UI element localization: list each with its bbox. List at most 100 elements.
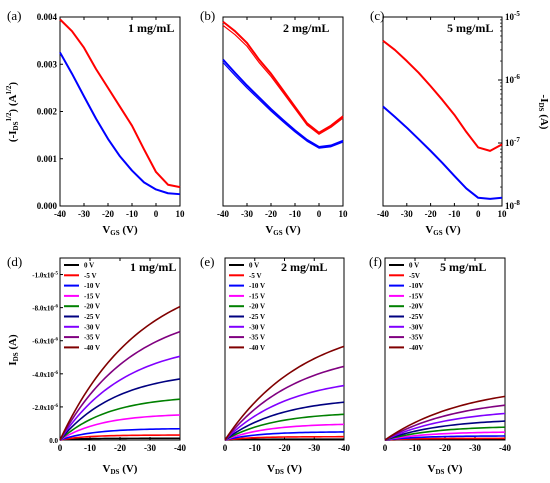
panel-b-series-line-0: [222, 20, 344, 134]
panel-d-legend-label: -25 V: [84, 313, 100, 321]
panel-f-legend-label: -15V: [409, 292, 423, 300]
panel-a-series-line-1: [59, 51, 181, 196]
output-ylabel-main: I: [7, 361, 19, 365]
panel-f-series-line-2: [384, 435, 506, 441]
panel-e-panel-label: (e): [200, 254, 214, 269]
panel-d-ytick-exp: -6: [54, 305, 59, 310]
panel-e-series-line-7: [224, 365, 345, 441]
panel-f-xtick-label: -10: [409, 443, 421, 453]
panel-b-frame: [222, 16, 344, 207]
panel-d-legend-label: -30 V: [84, 323, 100, 331]
panel-c-series-line-1: [382, 105, 503, 200]
panel-d-legend-label: -10 V: [84, 282, 100, 290]
transfer-ylabel-right-units: (A): [538, 111, 550, 129]
panel-f-series-line-3: [384, 431, 506, 441]
panel-f-annotation: 5 mg/mL: [440, 260, 486, 274]
panel-d-xtick-label: -30: [144, 443, 156, 453]
panel-d-ytick-exp: -5: [54, 272, 59, 277]
panel-d-legend-label: -20 V: [84, 303, 100, 311]
transfer-ylabel-left-main: (-I: [7, 130, 19, 142]
panel-c-frame: [382, 16, 503, 207]
panel-d-legend-label: 0 V: [84, 262, 94, 270]
panel-b-xtick-label: -30: [241, 209, 253, 219]
panel-f-xtick-label: -30: [469, 443, 481, 453]
panel-e-xtick-label: 0: [223, 443, 228, 453]
panel-d-ytick-exp: -6: [54, 338, 59, 343]
panel-c-ytick-label: 10-7: [505, 136, 520, 148]
panel-f-series-line-4: [384, 426, 506, 441]
panel-f-series-line-6: [384, 412, 506, 441]
panel-d-panel-label: (d): [7, 254, 22, 269]
panel-e-legend-label: -20 V: [249, 303, 265, 311]
panel-e-series-line-2: [224, 431, 345, 441]
panel-c-ytick-exp: -8: [514, 199, 520, 207]
panel-a-xlabel-units: (V): [120, 224, 138, 236]
panel-d-series-line-4: [59, 398, 181, 441]
panel-f-legend-label: -25V: [409, 313, 423, 321]
panel-e-legend-label: -25 V: [249, 313, 265, 321]
panel-d-xlabel-sub: DS: [110, 468, 119, 476]
panel-f-legend-label: -5V: [409, 272, 420, 280]
panel-a-ytick-label: 0.002: [37, 107, 58, 117]
panel-d-series-line-5: [59, 378, 181, 441]
panel-f-xlabel-sub: DS: [435, 468, 444, 476]
panel-e-annotation: 2 mg/mL: [281, 260, 327, 274]
panel-e-series-line-5: [224, 401, 345, 441]
panel-d-series-line-1: [59, 434, 181, 441]
panel-c-ytick-base: 10: [505, 12, 515, 22]
panel-d-ytick-base: 0.0: [49, 437, 58, 445]
transfer-ylabel-right-main: -I: [538, 95, 550, 103]
panel-f-legend-label: -10V: [409, 282, 423, 290]
panel-d-series-line-6: [59, 355, 181, 441]
transfer-ylabel-left-sup2: 1/2: [5, 85, 13, 94]
panel-d-series-line-8: [59, 305, 181, 441]
panel-e-legend-label: 0 V: [249, 262, 259, 270]
panel-a-annotation: 1 mg/mL: [128, 21, 174, 35]
transfer-ylabel-left-sup: 1/2: [5, 112, 13, 121]
panel-a-xtick-label: 0: [154, 209, 159, 219]
panel-d-ytick-base: -6.0x10: [32, 338, 54, 346]
panel-f-legend-label: -40V: [409, 344, 423, 352]
panel-d-ytick-exp: -6: [54, 404, 59, 409]
output-ylabel-units: (A): [7, 334, 19, 352]
panel-e-xlabel-sub: DS: [275, 468, 284, 476]
transfer-ylabel-left-sub: DS: [12, 121, 20, 130]
panel-e-xtick-label: -10: [249, 443, 261, 453]
panel-c-xlabel: VGS (V): [425, 224, 461, 237]
panel-e-series-line-3: [224, 423, 345, 441]
panel-c-ytick-exp: -5: [514, 10, 520, 18]
panel-d-annotation: 1 mg/mL: [130, 260, 176, 274]
panel-a-ytick-label: 0.001: [37, 154, 58, 164]
panel-b-series-line-0-reverse: [222, 24, 344, 135]
panel-d-xlabel: VDS (V): [103, 463, 138, 476]
panel-a-xtick-label: -30: [78, 209, 90, 219]
panel-f-xtick-label: 0: [383, 443, 388, 453]
panel-e-legend-label: -40 V: [249, 344, 265, 352]
panel-f-xlabel: VDS (V): [428, 463, 463, 476]
panel-d-ytick-label: -2.0x10-6: [32, 404, 58, 412]
panel-b-series-line-1-reverse: [222, 62, 344, 149]
panel-d-ytick-base: -1.0x10: [32, 272, 54, 280]
transfer-ylabel-left-close: ): [7, 82, 19, 86]
panel-f-series-line-7: [384, 404, 506, 441]
panel-e-legend-label: -35 V: [249, 334, 265, 342]
output-ylabel: IDS (A): [7, 334, 20, 366]
panel-c-xtick-label: -10: [448, 209, 460, 219]
panel-c-ytick-label: 10-8: [505, 199, 520, 211]
panel-c-xlabel-sub: GS: [433, 229, 442, 237]
panel-a-xtick-label: -20: [102, 209, 114, 219]
panel-c-xtick-label: 10: [498, 209, 508, 219]
panel-f-xtick-label: -20: [439, 443, 451, 453]
panel-b-xtick-label: -20: [265, 209, 277, 219]
panel-e-series-line-0: [224, 438, 344, 441]
panel-e-xtick-label: -20: [279, 443, 291, 453]
panel-e-xtick-label: -40: [338, 443, 350, 453]
panel-c-xlabel-units: (V): [443, 224, 461, 236]
panel-e-legend-label: -30 V: [249, 323, 265, 331]
panel-a-ytick-label: 0.004: [37, 12, 58, 22]
panel-d-series-line-7: [59, 330, 181, 441]
panel-c-ytick-exp: -7: [514, 136, 520, 144]
panel-b-xtick-label: -10: [289, 209, 301, 219]
panel-c-series-line-0: [382, 39, 503, 152]
